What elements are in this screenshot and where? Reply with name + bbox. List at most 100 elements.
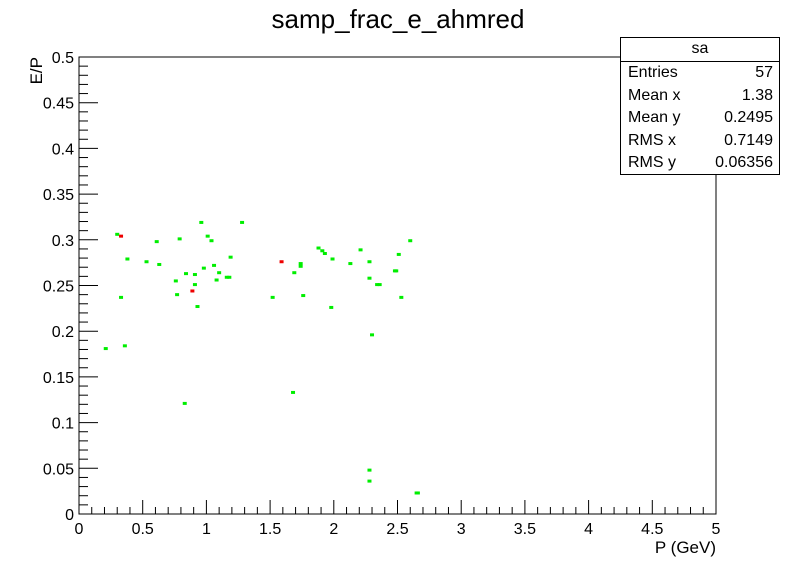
stats-label: Mean y [628, 109, 681, 127]
x-tick-label: 4 [584, 521, 593, 538]
data-point [192, 273, 197, 277]
data-point [182, 401, 187, 405]
data-point [367, 260, 372, 264]
data-point [144, 260, 149, 264]
data-point [298, 262, 303, 266]
data-point [175, 293, 180, 297]
data-point [227, 275, 232, 279]
data-point [291, 390, 296, 394]
data-point [322, 252, 327, 256]
y-tick-label: 0.45 [43, 96, 74, 113]
data-point [125, 257, 130, 261]
y-tick-label: 0.2 [52, 324, 74, 341]
x-tick-label: 3 [457, 521, 466, 538]
data-point [358, 248, 363, 252]
data-point [214, 278, 219, 282]
data-point [348, 262, 353, 266]
data-point [184, 272, 189, 276]
stats-label: Mean x [628, 86, 681, 104]
x-tick-label: 2.5 [386, 521, 408, 538]
data-point [396, 252, 401, 256]
stats-value: 0.2495 [724, 109, 773, 127]
x-axis-label: P (GeV) [655, 538, 716, 557]
data-point [173, 279, 178, 283]
x-tick-label: 1.5 [259, 521, 281, 538]
stats-label: RMS y [628, 154, 676, 172]
y-tick-label: 0.1 [52, 416, 74, 433]
stats-value: 0.06356 [715, 154, 773, 172]
data-point [279, 260, 284, 264]
data-point [177, 237, 182, 241]
data-point [270, 295, 275, 299]
data-point [394, 269, 399, 273]
y-axis-label: E/P [27, 57, 46, 84]
stats-value: 57 [755, 64, 773, 81]
data-point [212, 263, 217, 267]
data-points [103, 220, 420, 495]
stats-label: Entries [628, 64, 678, 81]
data-point [115, 232, 120, 236]
chart-title: samp_frac_e_ahmred [271, 4, 525, 34]
y-tick-label: 0 [65, 507, 74, 524]
data-point [119, 234, 124, 238]
data-point [154, 240, 159, 244]
data-point [367, 276, 372, 280]
data-point [122, 344, 127, 348]
y-tick-label: 0.15 [43, 370, 74, 387]
data-point [330, 257, 335, 261]
data-point [217, 271, 222, 275]
x-tick-label: 0.5 [132, 521, 154, 538]
data-point [192, 283, 197, 287]
stats-row-rms-x: RMS x 0.7149 [621, 130, 779, 153]
y-tick-label: 0.05 [43, 461, 74, 478]
x-tick-label: 3.5 [514, 521, 536, 538]
data-point [298, 264, 303, 268]
data-point [408, 239, 413, 243]
stats-row-mean-x: Mean x 1.38 [621, 85, 779, 108]
stats-box: sa Entries 57 Mean x 1.38 Mean y 0.2495 … [620, 37, 780, 175]
y-tick-label: 0.5 [52, 50, 74, 67]
data-point [103, 347, 108, 351]
axis-ticks [78, 56, 717, 515]
stats-value: 0.7149 [724, 131, 773, 149]
data-point [399, 295, 404, 299]
y-tick-label: 0.35 [43, 187, 74, 204]
stats-row-entries: Entries 57 [621, 62, 779, 85]
data-point [205, 234, 210, 238]
data-point [228, 255, 233, 259]
y-tick-label: 0.3 [52, 233, 74, 250]
data-point [301, 294, 306, 298]
data-point [240, 220, 245, 224]
data-point [199, 220, 204, 224]
y-tick-label: 0.4 [52, 141, 74, 158]
data-point [190, 289, 195, 293]
data-point [367, 468, 372, 472]
data-point [201, 266, 206, 270]
stats-label: RMS x [628, 131, 676, 149]
data-point [329, 305, 334, 309]
x-tick-label: 5 [712, 521, 721, 538]
data-point [209, 239, 214, 243]
data-point [224, 275, 229, 279]
x-tick-label: 0 [75, 521, 84, 538]
x-tick-label: 2 [329, 521, 338, 538]
data-point [375, 283, 380, 287]
stats-value: 1.38 [741, 86, 773, 104]
x-tick-label: 1 [202, 521, 211, 538]
data-point [195, 305, 200, 309]
stats-title: sa [621, 38, 779, 62]
data-point [415, 491, 420, 495]
data-point [292, 271, 297, 275]
data-point [316, 246, 321, 250]
y-tick-label: 0.25 [43, 279, 74, 296]
data-point [320, 249, 325, 253]
stats-row-rms-y: RMS y 0.06356 [621, 152, 779, 175]
data-point [119, 295, 124, 299]
x-tick-label: 4.5 [641, 521, 663, 538]
data-point [377, 283, 382, 287]
stats-row-mean-y: Mean y 0.2495 [621, 107, 779, 130]
data-point [157, 262, 162, 266]
axis-tick-labels: 0 0.5 1 1.5 2 2.5 3 3.5 4 4.5 5 0 0.05 0.1 0.15 0.2 0.25… [43, 50, 721, 538]
data-point [370, 333, 375, 337]
